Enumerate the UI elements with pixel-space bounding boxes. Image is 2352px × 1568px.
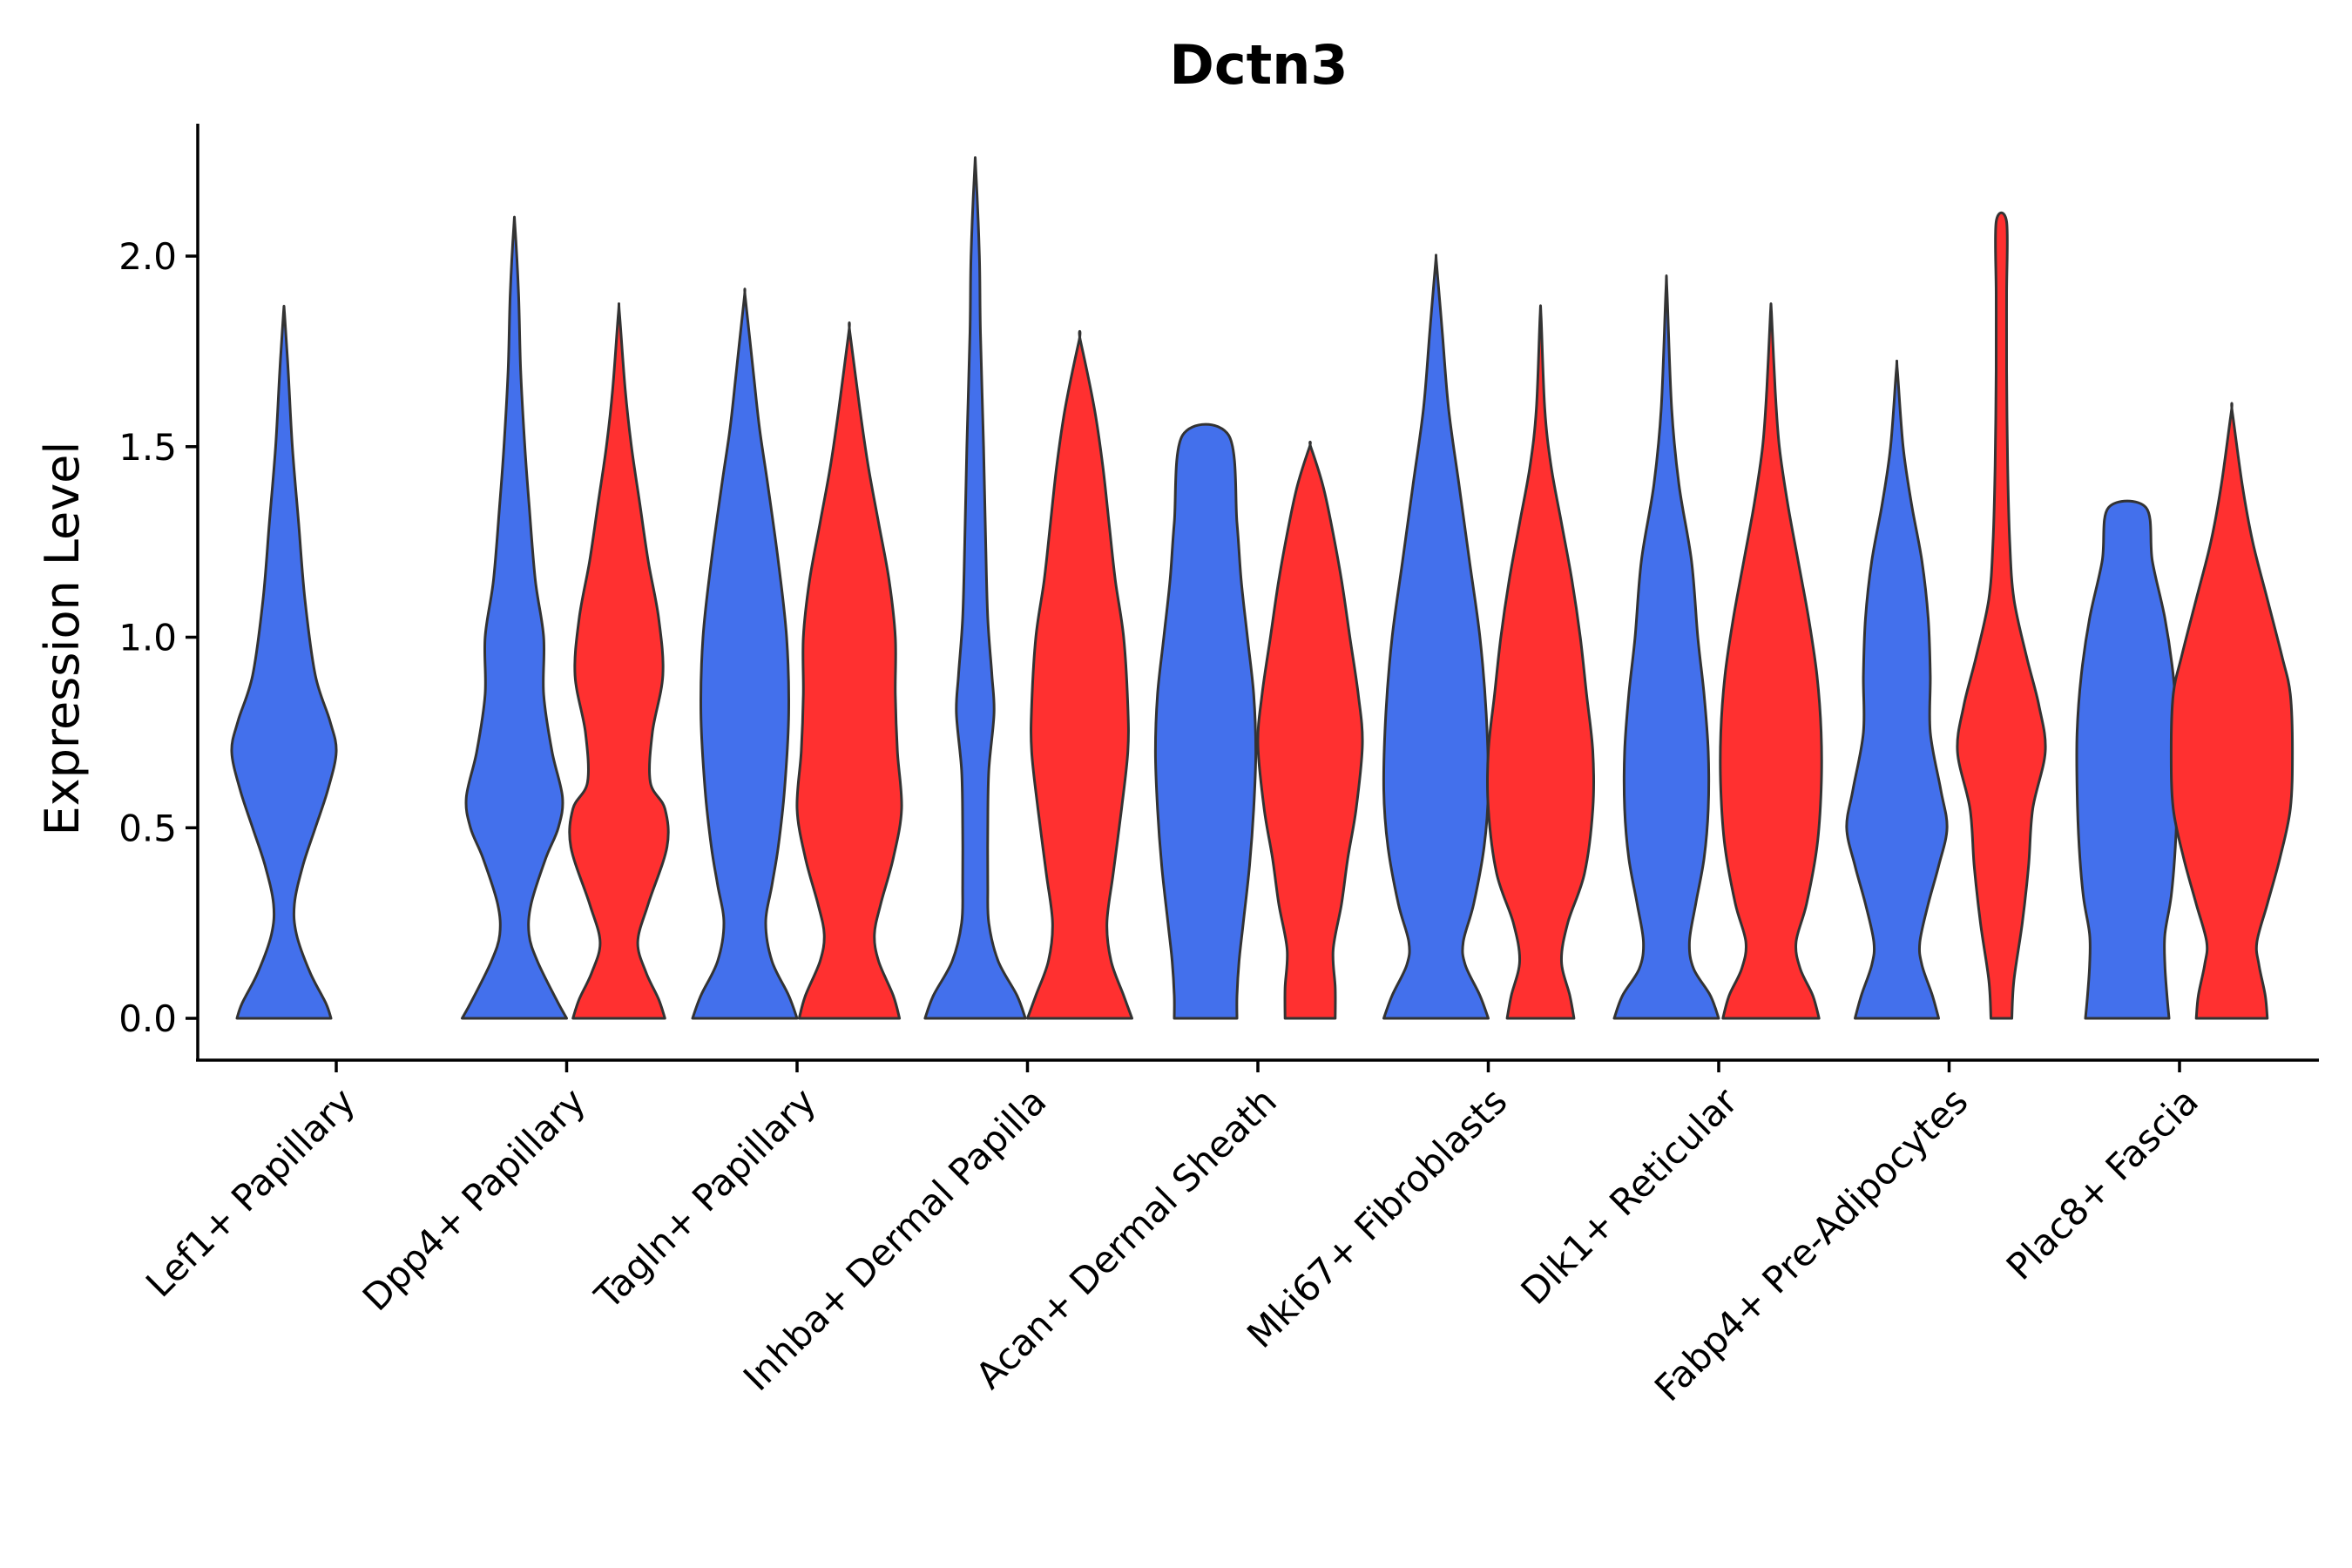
- x-tick-label: Dpp4+ Papillary: [355, 1079, 594, 1319]
- violin-red: [2169, 402, 2295, 1020]
- violin-red: [1956, 211, 2047, 1020]
- violin-red: [568, 302, 670, 1020]
- x-tick-label: Dlk1+ Reticular: [1513, 1079, 1747, 1313]
- violins-layer: [230, 156, 2295, 1020]
- y-tick-label: 1.0: [118, 617, 177, 659]
- chart-title: Dctn3: [1169, 33, 1348, 97]
- violin-blue: [230, 304, 338, 1020]
- violin-red: [1719, 302, 1823, 1020]
- x-tick-label: Lef1+ Papillary: [138, 1079, 363, 1305]
- y-tick-label: 2.0: [118, 235, 177, 278]
- y-tick-label: 1.5: [118, 426, 177, 469]
- violin-blue: [691, 287, 799, 1020]
- y-tick-label: 0.0: [118, 997, 177, 1040]
- violin-blue: [2075, 499, 2180, 1020]
- x-tick-label: Mki67+ Fibroblasts: [1239, 1079, 1515, 1355]
- y-tick-label: 0.5: [118, 807, 177, 849]
- violin-red: [795, 321, 903, 1020]
- y-axis-label: Expression Level: [35, 442, 90, 836]
- violin-blue: [1153, 422, 1258, 1020]
- violin-blue: [1382, 253, 1490, 1020]
- violin-blue: [1845, 359, 1949, 1020]
- x-tick-label: Tagln+ Papillary: [586, 1079, 824, 1317]
- violin-blue: [923, 156, 1027, 1020]
- y-axis-ticks: 0.0 0.5 1.0 1.5 2.0: [118, 235, 198, 1040]
- violin-blue: [461, 215, 568, 1020]
- violin-red: [1256, 440, 1364, 1020]
- violin-red: [1026, 329, 1133, 1020]
- violin-red: [1485, 304, 1596, 1020]
- violin-blue: [1612, 274, 1720, 1020]
- x-tick-label: Plac8+ Fascia: [1998, 1079, 2207, 1288]
